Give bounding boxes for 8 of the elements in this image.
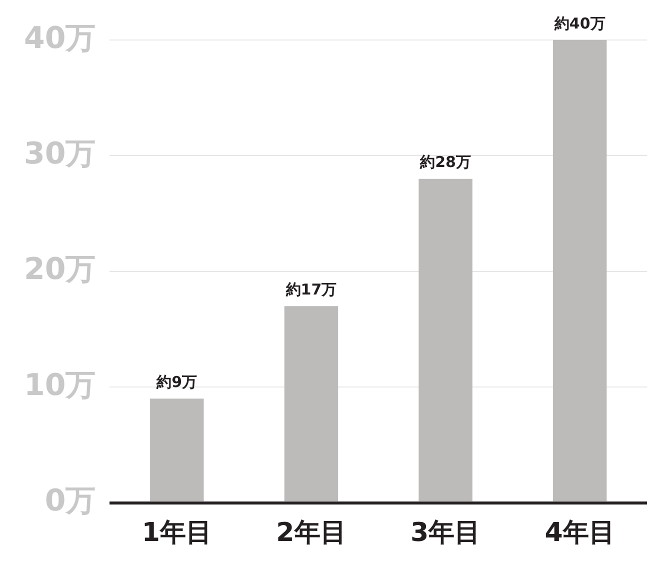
x-tick-label: 1年目 [142,518,212,548]
x-tick-label: 3年目 [410,518,481,548]
data-label: 約40万 [553,14,606,32]
x-tick-label: 2年目 [276,518,346,548]
data-label: 約28万 [419,153,471,172]
x-tick-label: 4年目 [544,518,615,548]
data-label: 約17万 [284,280,337,298]
data-label: 約9万 [156,373,198,392]
